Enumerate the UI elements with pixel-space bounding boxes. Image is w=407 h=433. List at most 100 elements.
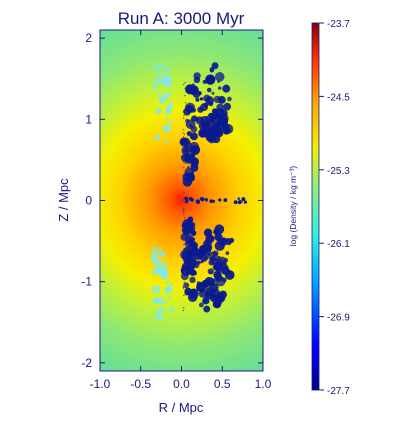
bubble-mark (195, 97, 200, 102)
bubble-mark (222, 84, 231, 93)
axis-speckle (182, 146, 184, 148)
wisp-mark (168, 282, 173, 287)
axis-speckle (184, 269, 186, 271)
bubble-mark (225, 251, 230, 255)
bubble-mark (183, 154, 191, 162)
bubble-mark (222, 264, 229, 271)
axis-speckle (183, 307, 185, 309)
wisp-mark (165, 280, 169, 285)
bubble-mark (189, 249, 194, 254)
wisp-mark (157, 246, 162, 251)
wisp-mark (152, 257, 161, 266)
bubble-mark (189, 155, 193, 160)
low-density-bubbles (149, 62, 248, 321)
colorbar-tick-label: -26.9 (327, 313, 350, 324)
bubble-mark (184, 290, 190, 296)
axis-speckle (182, 234, 185, 236)
axis-speckle (184, 253, 186, 255)
axis-speckle (184, 184, 186, 186)
jet-mark (233, 200, 238, 205)
bubble-mark (215, 120, 219, 124)
axis-speckle (184, 273, 187, 275)
jet-mark (191, 199, 194, 202)
wisp-mark (157, 62, 164, 69)
bubble-mark (219, 290, 227, 299)
axis-speckle (182, 309, 184, 312)
axis-speckle (183, 166, 185, 169)
bubble-mark (201, 284, 206, 289)
jet-mark (218, 198, 222, 202)
y-axis-label: Z / Mpc (56, 178, 71, 222)
wisp-mark (151, 246, 158, 254)
bubble-mark (199, 97, 204, 101)
colorbar-tick-label: -27.7 (327, 386, 350, 397)
axis-speckle (182, 159, 185, 161)
wisp-mark (157, 70, 163, 76)
bubble-mark (182, 226, 192, 236)
bubble-mark (190, 164, 199, 172)
jet-mark (184, 196, 189, 201)
bubble-mark (224, 117, 229, 122)
bubble-mark (218, 238, 227, 247)
axis-speckle (183, 250, 185, 252)
bubble-mark (186, 241, 190, 245)
axis-speckle (183, 264, 186, 267)
axis-speckle (182, 128, 185, 131)
bubble-mark (206, 87, 212, 93)
colorbar-tick-label: -25.3 (327, 166, 350, 177)
bubble-mark (189, 135, 194, 139)
axis-speckle (184, 152, 186, 154)
axis-speckle (184, 162, 186, 165)
y-tick-label: -1 (81, 275, 92, 289)
jet-mark (205, 199, 208, 202)
x-axis-label: R / Mpc (159, 400, 204, 415)
bubble-mark (222, 277, 227, 283)
axis-speckle (182, 83, 185, 86)
x-tick-label: -1.0 (90, 377, 111, 391)
chart-title: Run A: 3000 Myr (118, 9, 245, 28)
bubble-mark (197, 106, 204, 113)
axis-speckle (183, 133, 186, 136)
axis-speckle (184, 94, 186, 97)
y-tick-label: -2 (81, 356, 92, 370)
jet-mark (243, 200, 248, 204)
axis-speckle (182, 110, 185, 112)
axis-speckle (184, 106, 187, 109)
bubble-mark (211, 91, 215, 95)
wisp-mark (160, 268, 169, 276)
bubble-mark (215, 264, 223, 273)
jet-mark (238, 199, 242, 203)
jet-mark (237, 197, 240, 201)
axis-speckle (183, 243, 185, 246)
jet-mark (209, 199, 214, 204)
wisp-mark (167, 296, 172, 300)
colorbar-tick-label: -24.5 (327, 92, 350, 103)
bubble-mark (189, 141, 199, 152)
wisp-mark (154, 264, 163, 274)
axis-speckle (183, 191, 185, 194)
jet-mark (200, 197, 205, 202)
bubble-mark (217, 86, 222, 90)
jet-mark (195, 199, 201, 205)
y-axis: 2 1 0 -1 -2 (81, 31, 263, 370)
bubble-mark (198, 244, 209, 255)
wisp-mark (166, 91, 172, 96)
bubble-mark (197, 91, 202, 96)
wisp-mark (162, 123, 171, 133)
bubble-mark (205, 96, 214, 105)
axis-speckle (182, 144, 185, 146)
wisp-mark (155, 252, 160, 256)
bubble-mark (195, 116, 204, 125)
bubble-mark (186, 130, 193, 137)
bubble-mark (216, 113, 224, 120)
axis-speckle (184, 157, 186, 159)
axis-speckle (184, 81, 186, 84)
y-tick-label: 0 (85, 194, 92, 208)
axis-speckle (183, 271, 186, 274)
bubble-mark (217, 255, 221, 259)
wisp-mark (164, 107, 172, 115)
bubble-mark (192, 237, 195, 241)
axis-speckle (183, 209, 186, 212)
axis-speckle (182, 198, 185, 200)
wisp-mark (160, 251, 166, 257)
